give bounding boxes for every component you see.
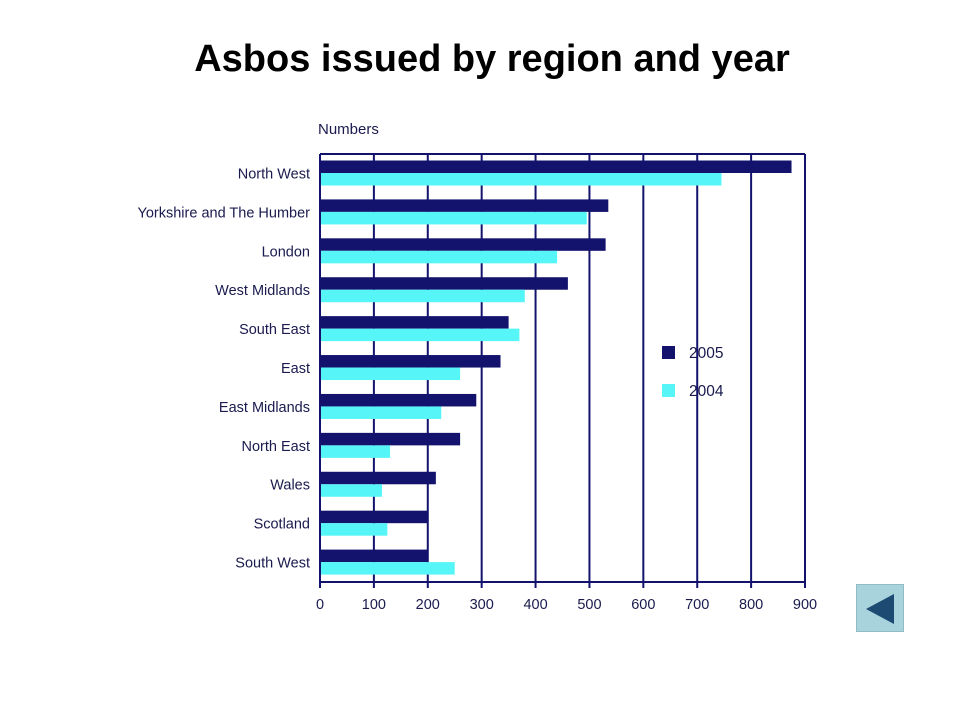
x-tick-label: 100 xyxy=(362,597,386,613)
bar-2005 xyxy=(320,549,428,563)
bar-2005 xyxy=(320,510,428,524)
legend-label-2005: 2005 xyxy=(689,345,723,362)
category-label: Yorkshire and The Humber xyxy=(138,205,311,221)
units-label: Numbers xyxy=(318,121,379,138)
x-tick-label: 700 xyxy=(685,597,709,613)
legend-swatch-2004 xyxy=(662,384,675,397)
bar-2004 xyxy=(320,445,391,458)
slide-title: Asbos issued by region and year xyxy=(194,38,790,80)
bar-2004 xyxy=(320,406,442,419)
bar-2004 xyxy=(320,484,382,497)
bar-2004 xyxy=(320,328,520,342)
bar-2004 xyxy=(320,211,587,225)
legend-swatch-2005 xyxy=(662,346,675,359)
category-label: East Midlands xyxy=(219,400,310,416)
x-tick-label: 300 xyxy=(470,597,494,613)
bar-2004 xyxy=(320,562,455,575)
category-label: South East xyxy=(239,322,310,338)
bar-2005 xyxy=(320,160,792,173)
triangle-left-icon xyxy=(866,594,894,624)
bar-2004 xyxy=(320,173,722,186)
legend-label-2004: 2004 xyxy=(689,383,724,400)
bar-2005 xyxy=(320,316,509,329)
category-label: South West xyxy=(235,556,310,572)
category-label: Scotland xyxy=(254,517,310,533)
bar-2005 xyxy=(320,393,477,407)
bar-2005 xyxy=(320,199,609,212)
bar-2005 xyxy=(320,355,501,368)
bar-2004 xyxy=(320,289,525,303)
x-tick-label: 0 xyxy=(316,597,324,613)
bar-2005 xyxy=(320,238,606,251)
x-tick-label: 500 xyxy=(577,597,601,613)
category-label: North East xyxy=(242,439,311,455)
category-label: East xyxy=(281,361,310,377)
x-tick-label: 800 xyxy=(739,597,763,613)
back-button[interactable] xyxy=(856,584,904,632)
x-tick-label: 400 xyxy=(523,597,547,613)
bar-2004 xyxy=(320,523,388,536)
bar-2005 xyxy=(320,432,461,446)
category-label: Wales xyxy=(270,478,310,494)
category-label: North West xyxy=(238,166,310,182)
bar-2004 xyxy=(320,367,461,381)
x-tick-label: 200 xyxy=(416,597,440,613)
x-tick-label: 600 xyxy=(631,597,655,613)
bar-2005 xyxy=(320,277,568,290)
x-tick-label: 900 xyxy=(793,597,817,613)
bar-2005 xyxy=(320,471,436,485)
bar-2004 xyxy=(320,250,558,264)
category-label: London xyxy=(262,244,310,260)
category-label: West Midlands xyxy=(215,283,310,299)
